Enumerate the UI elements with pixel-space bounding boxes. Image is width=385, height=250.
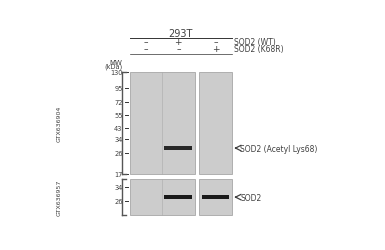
Text: –: – [213,38,218,47]
Text: 43: 43 [114,125,122,131]
Text: SOD2 (K68R): SOD2 (K68R) [234,45,284,54]
Bar [202,196,229,199]
Text: (kDa): (kDa) [104,64,122,70]
Text: +: + [212,45,219,54]
Bar [164,196,192,199]
Text: 26: 26 [114,198,122,204]
Text: –: – [176,45,181,54]
Text: GTX636904: GTX636904 [57,106,62,142]
Bar [129,73,194,174]
Text: 26: 26 [114,150,122,156]
Text: SOD2 (WT): SOD2 (WT) [234,38,276,47]
Text: 34: 34 [114,184,122,190]
Text: –: – [144,38,148,47]
Text: SOD2: SOD2 [240,193,261,202]
Text: 17: 17 [114,171,122,177]
Text: 293T: 293T [169,29,193,39]
Text: –: – [144,45,148,54]
Bar [164,146,192,150]
Text: SOD2 (Acetyl Lys68): SOD2 (Acetyl Lys68) [240,144,318,153]
Text: MW: MW [110,59,122,65]
Text: +: + [174,38,182,47]
Text: GTX636957: GTX636957 [57,179,62,215]
Bar [129,179,194,215]
Text: 55: 55 [114,113,122,119]
Text: 130: 130 [110,70,122,76]
Text: 95: 95 [114,86,122,91]
Text: 34: 34 [114,137,122,143]
Text: 72: 72 [114,99,122,105]
Bar [199,179,232,215]
Bar [199,73,232,174]
